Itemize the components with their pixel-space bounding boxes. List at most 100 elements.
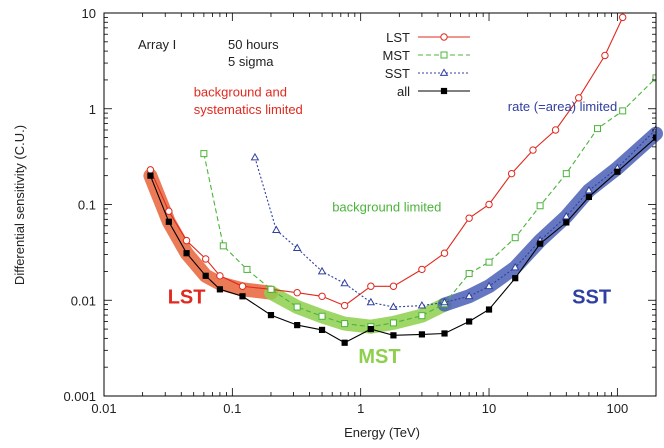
data-point-mst [465,270,473,278]
data-point-lst [485,200,493,209]
data-point-mst [562,170,570,178]
data-point-mst [200,150,208,158]
data-point-sst [464,291,474,300]
data-point-lst [201,255,210,263]
data-point-lst [618,13,627,22]
data-point-all [267,311,275,319]
legend-marker-all [440,87,448,95]
y-tick-label: 0.01 [71,293,96,308]
data-point-sst [584,185,594,194]
legend-marker-lst [440,33,448,41]
data-point-lst [418,265,426,274]
data-point-all [147,172,154,179]
data-point-all [294,322,301,329]
y-tick-label: 0.1 [78,198,96,213]
y-axis-title: Differential sensitivity (C.U.) [12,125,27,285]
data-point-all [536,240,544,247]
data-point-all [441,330,448,337]
data-point-lst [507,169,516,178]
data-point-all [512,275,519,282]
data-point-all [614,168,621,175]
data-point-lst [238,282,247,290]
data-point-lst [551,126,560,134]
x-tick-label: 0.01 [91,401,116,416]
data-point-mst [341,320,349,328]
data-point-mst [593,125,601,133]
legend-marker-sst [439,68,449,76]
annotation-bg-sys-2: systematics limited [194,102,303,117]
data-point-all [216,286,224,293]
y-tick-label: 0.001 [63,389,96,404]
data-point-sst [484,281,494,290]
data-point-sst [510,262,520,271]
data-point-all [202,272,209,279]
x-tick-label: 0.1 [223,401,241,416]
data-point-lst [293,288,301,297]
data-point-all [341,339,348,346]
data-point-lst [216,272,224,280]
data-point-sst [317,266,327,275]
data-point-mst [267,285,275,293]
series-layer [146,13,656,346]
array-label: Array I [138,37,176,52]
data-point-sst [340,278,349,287]
data-point-mst [389,319,397,327]
legend-marker-mst [440,51,448,59]
series-line-sst [254,128,656,308]
data-point-lst [529,146,537,154]
band-sst [437,126,663,312]
legend-label-lst: LST [386,30,410,45]
data-point-sst [250,152,260,161]
data-point-sst [292,243,302,252]
data-point-all [585,193,592,201]
data-point-lst [165,207,173,215]
series-line-lst [149,17,624,307]
region-label-sst-big: SST [572,286,611,308]
x-axis-title: Energy (TeV) [344,425,420,440]
data-point-lst [575,94,583,102]
legend-label-all: all [397,84,410,99]
data-point-sst [562,211,571,220]
data-point-lst [182,236,191,245]
data-point-sst [366,297,376,306]
data-point-all [418,331,426,338]
data-point-mst [318,312,326,320]
data-point-mst [511,234,519,242]
legend-label-sst: SST [385,66,410,81]
data-point-lst [465,214,473,222]
annotation-bg-sys-1: background and [194,84,287,99]
data-point-lst [601,51,609,60]
series-line-all [149,137,656,344]
data-point-mst [485,258,493,266]
annotation-bg-lim: background limited [332,199,441,214]
hours-label: 50 hours [228,37,279,52]
data-point-sst [389,302,398,310]
data-point-mst [243,265,251,273]
data-point-sst [417,300,427,309]
annotation-layer: background and systematics limited backgro… [168,84,618,368]
data-point-lst [440,249,449,257]
data-point-all [466,318,473,325]
y-tick-label: 1 [89,102,96,117]
series-all [147,134,656,346]
x-tick-label: 1 [357,401,364,416]
data-point-all [183,250,190,257]
data-point-all [165,218,172,225]
data-point-all [390,332,397,339]
data-point-all [367,325,374,333]
y-tick-label: 10 [82,6,96,21]
data-point-sst [272,225,281,234]
data-point-mst [219,242,227,250]
data-point-lst [367,282,375,290]
band-lst [143,168,278,300]
x-tick-label: 10 [482,401,496,416]
data-point-lst [146,166,155,174]
data-point-mst [418,312,426,320]
data-point-lst [318,292,326,300]
annotation-rate-lim: rate (=area) limited [508,99,617,114]
data-point-mst [652,74,656,82]
data-point-mst [619,107,627,115]
